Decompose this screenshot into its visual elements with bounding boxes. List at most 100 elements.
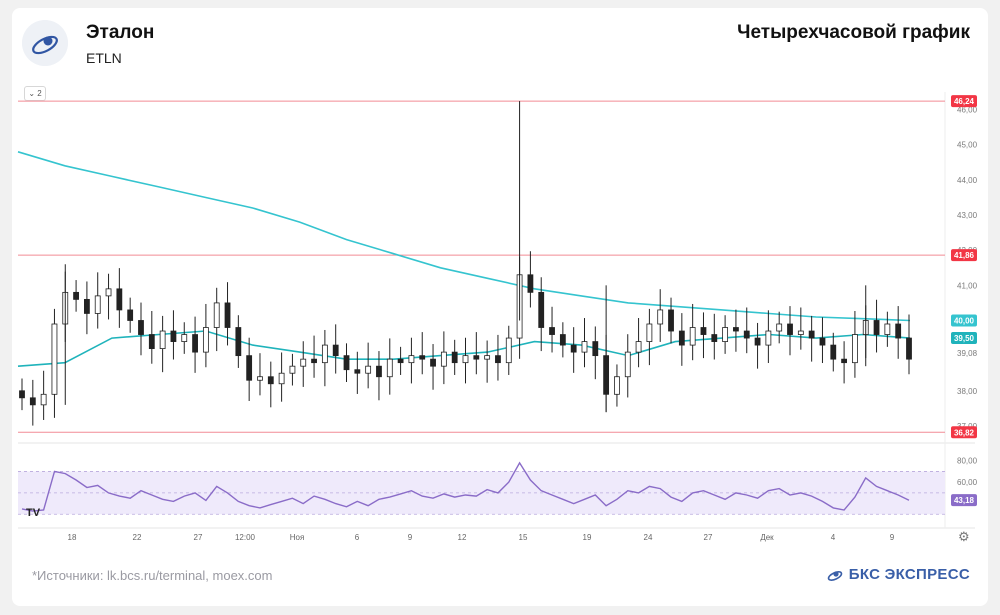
candle bbox=[733, 309, 739, 352]
candle-body bbox=[170, 330, 177, 342]
candle-body bbox=[343, 355, 350, 371]
candle bbox=[754, 322, 761, 369]
level-label-box bbox=[951, 249, 977, 262]
candle bbox=[278, 352, 285, 402]
candle-body bbox=[495, 355, 501, 364]
candle-body bbox=[733, 327, 739, 332]
bcs-logo-icon bbox=[22, 20, 68, 66]
candle-body bbox=[668, 309, 674, 332]
candle bbox=[311, 335, 317, 378]
level-label: 46,24 bbox=[954, 97, 975, 106]
candle bbox=[505, 325, 512, 375]
candle bbox=[451, 339, 458, 375]
candle bbox=[365, 342, 372, 389]
candle bbox=[192, 316, 198, 373]
rsi-last-box bbox=[951, 494, 977, 507]
candle bbox=[581, 318, 588, 368]
level-label: 41,86 bbox=[954, 251, 975, 260]
candle bbox=[624, 334, 631, 398]
ma-price-label: 40,00 bbox=[954, 316, 975, 325]
ma-price-box bbox=[951, 314, 977, 327]
candle bbox=[51, 308, 58, 418]
candle bbox=[906, 314, 912, 375]
candle bbox=[289, 353, 296, 386]
candle bbox=[40, 370, 47, 420]
candle-body bbox=[397, 358, 404, 364]
x-tick-label: 12 bbox=[458, 533, 467, 542]
candle bbox=[321, 329, 328, 387]
candle-body bbox=[895, 323, 902, 339]
candle bbox=[73, 280, 79, 312]
candle-body bbox=[19, 390, 25, 399]
candle bbox=[527, 251, 534, 308]
candle bbox=[830, 332, 837, 372]
candle bbox=[722, 315, 729, 354]
candle bbox=[257, 353, 263, 396]
candle-body bbox=[754, 337, 761, 346]
candle-body bbox=[386, 358, 393, 378]
candle-body bbox=[549, 327, 555, 335]
candle-body bbox=[40, 393, 47, 406]
x-tick-label: 9 bbox=[890, 533, 895, 542]
candle-body bbox=[711, 334, 718, 342]
candle-body bbox=[765, 330, 772, 346]
candle bbox=[159, 315, 166, 373]
level-label: 36,82 bbox=[954, 428, 975, 437]
candle-body bbox=[365, 365, 372, 374]
candle bbox=[570, 327, 577, 373]
candle bbox=[765, 310, 772, 364]
candle bbox=[819, 317, 826, 364]
tradingview-icon: TV bbox=[26, 507, 41, 519]
candle bbox=[841, 341, 847, 384]
candle-body bbox=[51, 323, 58, 395]
candle bbox=[873, 299, 880, 353]
candle bbox=[689, 303, 696, 361]
candle-body bbox=[94, 295, 101, 314]
candle-body bbox=[321, 344, 328, 364]
candle bbox=[419, 332, 426, 375]
candle bbox=[354, 351, 361, 394]
candle-body bbox=[505, 337, 512, 364]
candle bbox=[787, 306, 793, 356]
candle-body bbox=[559, 334, 566, 346]
ma-price-label: 39,50 bbox=[954, 334, 975, 343]
candle-body bbox=[657, 309, 664, 325]
candle-body bbox=[581, 341, 588, 353]
candle-body bbox=[289, 365, 296, 374]
candle bbox=[116, 268, 123, 328]
x-tick-label: 15 bbox=[519, 533, 528, 542]
x-tick-label: 22 bbox=[133, 533, 142, 542]
candle bbox=[386, 338, 393, 395]
candle-body bbox=[29, 397, 36, 406]
candle bbox=[711, 313, 718, 360]
candle bbox=[105, 273, 112, 320]
x-tick-label: 4 bbox=[831, 533, 836, 542]
gear-icon[interactable]: ⚙ bbox=[958, 529, 970, 544]
candle-body bbox=[592, 341, 599, 357]
bcs-express-icon bbox=[827, 570, 843, 581]
brand-name: БКС ЭКСПРЕСС bbox=[848, 566, 970, 583]
candle bbox=[29, 379, 36, 426]
candle-body bbox=[192, 334, 198, 353]
y-tick-label: 46,00 bbox=[957, 106, 978, 115]
candle bbox=[397, 346, 404, 375]
candle-body bbox=[419, 355, 426, 360]
collapse-button[interactable]: ⌄ 2 bbox=[24, 86, 46, 101]
candle-body bbox=[73, 291, 79, 300]
ma_slow-line bbox=[17, 151, 911, 322]
candle-body bbox=[430, 358, 436, 367]
ma-price-box bbox=[951, 332, 977, 345]
level-label-box bbox=[951, 426, 977, 439]
candle bbox=[235, 315, 242, 368]
y-tick-label: 45,00 bbox=[957, 141, 978, 150]
candle-body bbox=[376, 365, 382, 378]
candle-body bbox=[797, 330, 804, 335]
candle bbox=[646, 308, 653, 366]
candle-body bbox=[484, 355, 491, 360]
rsi-last-label: 43,18 bbox=[954, 496, 975, 505]
candle-body bbox=[138, 320, 144, 335]
rsi-y-tick-label: 80,00 bbox=[957, 457, 978, 466]
candle-body bbox=[224, 302, 231, 328]
